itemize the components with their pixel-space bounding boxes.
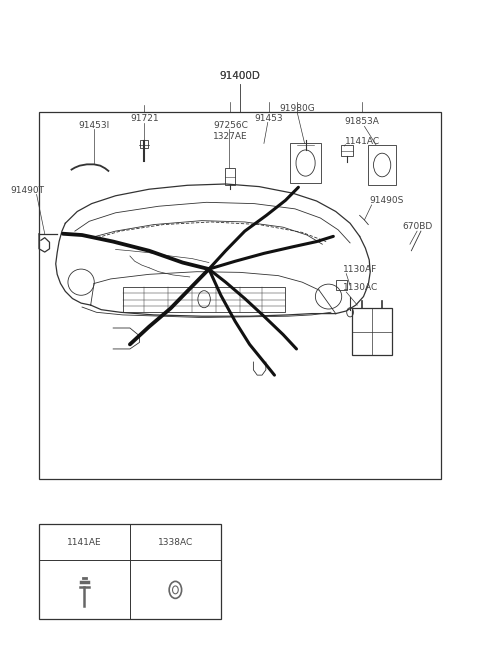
Bar	[39, 112, 441, 479]
Text: 1338AC: 1338AC	[158, 538, 193, 547]
Text: 91453I: 91453I	[78, 121, 109, 130]
Text: 91490T: 91490T	[10, 186, 44, 195]
Text: 1141AE: 1141AE	[67, 538, 102, 547]
Text: 1141AC: 1141AC	[345, 137, 381, 146]
Bar	[368, 145, 396, 185]
Text: 1327AE: 1327AE	[213, 133, 248, 141]
Bar	[336, 279, 347, 290]
Bar	[141, 140, 148, 148]
Text: 91400D: 91400D	[219, 71, 261, 81]
Bar	[340, 145, 353, 157]
Text: 670BD: 670BD	[402, 222, 432, 231]
Text: 91721: 91721	[130, 114, 158, 123]
Text: 91980G: 91980G	[279, 104, 315, 113]
Bar	[352, 308, 392, 356]
Bar	[225, 169, 235, 185]
Bar	[290, 144, 322, 182]
Text: 97256C: 97256C	[213, 121, 248, 130]
Text: 91400D: 91400D	[219, 71, 261, 81]
Text: 1130AC: 1130AC	[343, 283, 378, 292]
Text: 91453: 91453	[254, 114, 283, 123]
Text: 1130AF: 1130AF	[343, 264, 377, 274]
Bar	[123, 287, 286, 312]
Bar	[39, 524, 221, 619]
Text: 91853A: 91853A	[345, 117, 380, 127]
Text: 91490S: 91490S	[369, 196, 404, 205]
